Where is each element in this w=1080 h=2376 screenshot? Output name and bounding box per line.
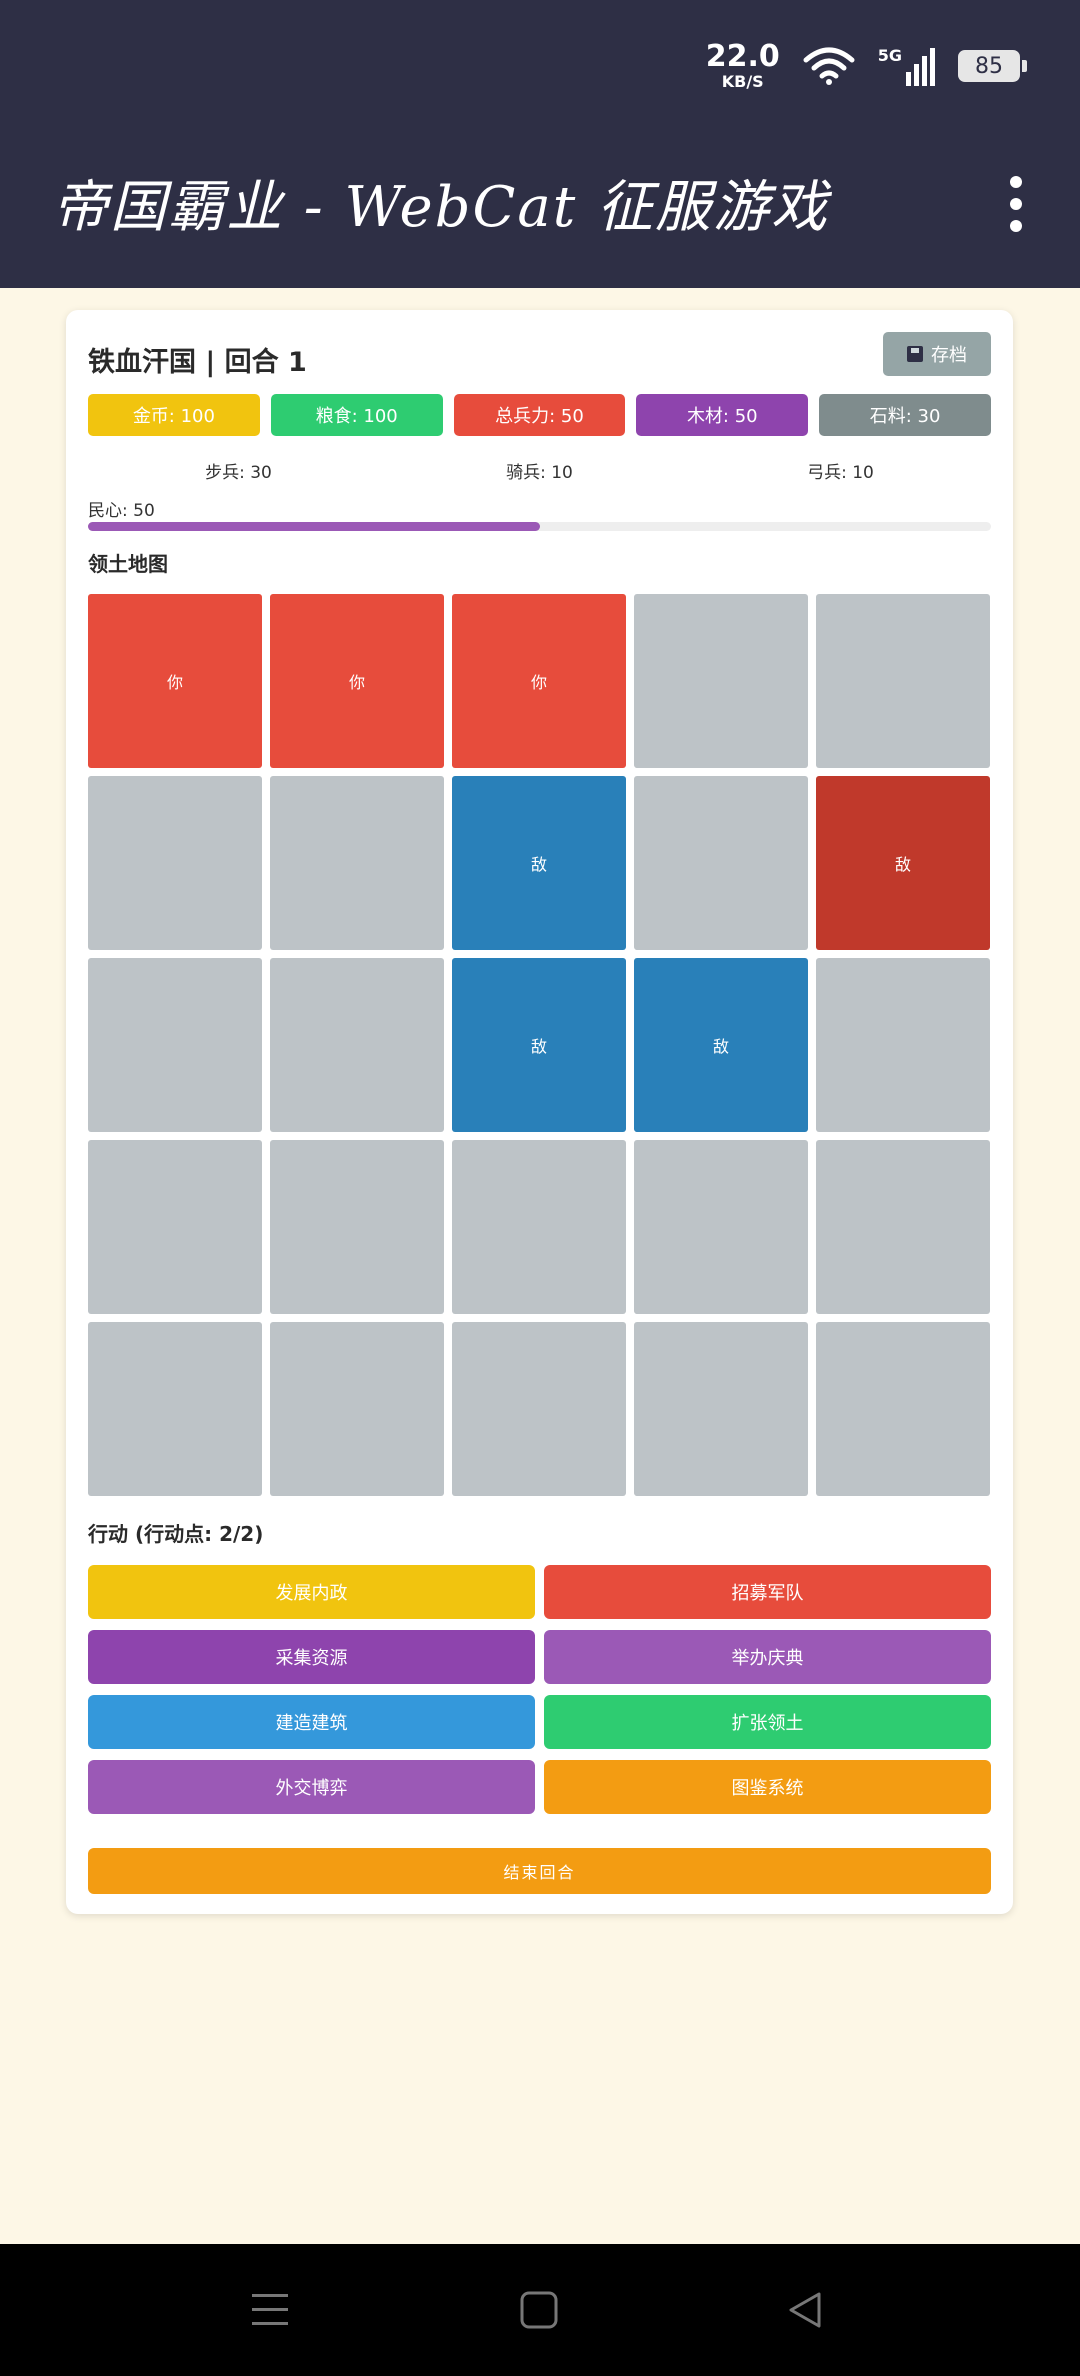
- save-button[interactable]: 存档: [883, 332, 991, 376]
- back-icon[interactable]: [785, 2290, 825, 2330]
- map-cell-enemy[interactable]: 敌: [452, 958, 626, 1132]
- more-dot-icon: [1010, 198, 1022, 210]
- map-cell-neutral[interactable]: [88, 776, 262, 950]
- menu-icon[interactable]: [250, 2290, 290, 2330]
- signal-icon: [906, 48, 935, 86]
- map-cell-neutral[interactable]: [88, 958, 262, 1132]
- map-cell-enemy[interactable]: 敌: [452, 776, 626, 950]
- map-cell-neutral[interactable]: [816, 1140, 990, 1314]
- app-bar: 22.0 KB/S 5G 85 帝国霸业 - WebCat 征服游戏: [0, 0, 1080, 288]
- action-button[interactable]: 建造建筑: [88, 1695, 535, 1749]
- map-cell-player[interactable]: 你: [88, 594, 262, 768]
- status-bar: 22.0 KB/S 5G 85: [706, 40, 1027, 92]
- action-button[interactable]: 扩张领土: [544, 1695, 991, 1749]
- map-cell-enemy[interactable]: 敌: [816, 776, 990, 950]
- more-dot-icon: [1010, 220, 1022, 232]
- save-button-label: 存档: [931, 345, 967, 366]
- map-cell-neutral[interactable]: [816, 594, 990, 768]
- action-button[interactable]: 举办庆典: [544, 1630, 991, 1684]
- action-button[interactable]: 外交博弈: [88, 1760, 535, 1814]
- map-cell-neutral[interactable]: [88, 1322, 262, 1496]
- map-cell-neutral[interactable]: [816, 1322, 990, 1496]
- unit-count: 骑兵: 10: [506, 463, 573, 483]
- action-button[interactable]: 招募军队: [544, 1565, 991, 1619]
- resource-badge: 金币: 100: [88, 394, 260, 436]
- more-menu-button[interactable]: [1002, 176, 1030, 232]
- map-cell-neutral[interactable]: [88, 1140, 262, 1314]
- resource-badge: 总兵力: 50: [453, 394, 626, 436]
- end-turn-button[interactable]: 结束回合: [88, 1848, 991, 1894]
- app-title: 帝国霸业 - WebCat 征服游戏: [52, 175, 830, 240]
- actions-title: 行动 (行动点: 2/2): [88, 1522, 264, 1546]
- network-type: 5G: [877, 46, 902, 65]
- map-cell-neutral[interactable]: [452, 1140, 626, 1314]
- territory-map: 你你你敌敌敌敌: [88, 594, 991, 1497]
- unit-count: 弓兵: 10: [807, 463, 874, 483]
- battery-icon: 85: [958, 50, 1027, 82]
- map-cell-neutral[interactable]: [270, 1140, 444, 1314]
- morale-label: 民心: 50: [88, 501, 155, 521]
- map-cell-neutral[interactable]: [270, 776, 444, 950]
- map-cell-neutral[interactable]: [634, 1322, 808, 1496]
- action-buttons: 发展内政 招募军队 采集资源 举办庆典 建造建筑 扩张领土 外交博弈 图鉴系统: [88, 1565, 991, 1814]
- action-button[interactable]: 采集资源: [88, 1630, 535, 1684]
- map-cell-neutral[interactable]: [452, 1322, 626, 1496]
- network-speed-value: 22.0: [705, 39, 780, 74]
- resource-badge: 木材: 50: [636, 394, 809, 436]
- resource-bar: 金币: 100 粮食: 100 总兵力: 50 木材: 50 石料: 30: [88, 394, 991, 436]
- action-button[interactable]: 图鉴系统: [544, 1760, 991, 1814]
- map-cell-player[interactable]: 你: [270, 594, 444, 768]
- territory-map-title: 领土地图: [88, 552, 168, 576]
- cellular-signal: 5G: [878, 46, 936, 86]
- network-speed: 22.0 KB/S: [706, 42, 780, 90]
- game-panel: 铁血汗国 | 回合 1 存档 金币: 100 粮食: 100 总兵力: 50 木材: …: [66, 310, 1013, 1914]
- map-cell-neutral[interactable]: [270, 958, 444, 1132]
- more-dot-icon: [1010, 176, 1022, 188]
- map-cell-player[interactable]: 你: [452, 594, 626, 768]
- unit-count: 步兵: 30: [205, 463, 272, 483]
- unit-counts: 步兵: 30 骑兵: 10 弓兵: 10: [88, 458, 991, 483]
- kingdom-round-header: 铁血汗国 | 回合 1: [88, 347, 307, 378]
- morale-progress-fill: [88, 522, 540, 531]
- network-speed-unit: KB/S: [721, 72, 764, 91]
- map-cell-neutral[interactable]: [634, 1140, 808, 1314]
- resource-badge: 石料: 30: [819, 394, 991, 436]
- wifi-icon: [803, 47, 855, 85]
- home-icon[interactable]: [519, 2290, 559, 2330]
- battery-level: 85: [975, 53, 1003, 79]
- map-cell-neutral[interactable]: [270, 1322, 444, 1496]
- map-cell-neutral[interactable]: [634, 776, 808, 950]
- system-navigation-bar: [0, 2244, 1080, 2376]
- resource-badge: 粮食: 100: [270, 394, 443, 436]
- map-cell-neutral[interactable]: [816, 958, 990, 1132]
- floppy-disk-icon: [907, 346, 923, 362]
- action-button[interactable]: 发展内政: [88, 1565, 535, 1619]
- map-cell-enemy[interactable]: 敌: [634, 958, 808, 1132]
- morale-progress-bar: [88, 522, 991, 531]
- map-cell-neutral[interactable]: [634, 594, 808, 768]
